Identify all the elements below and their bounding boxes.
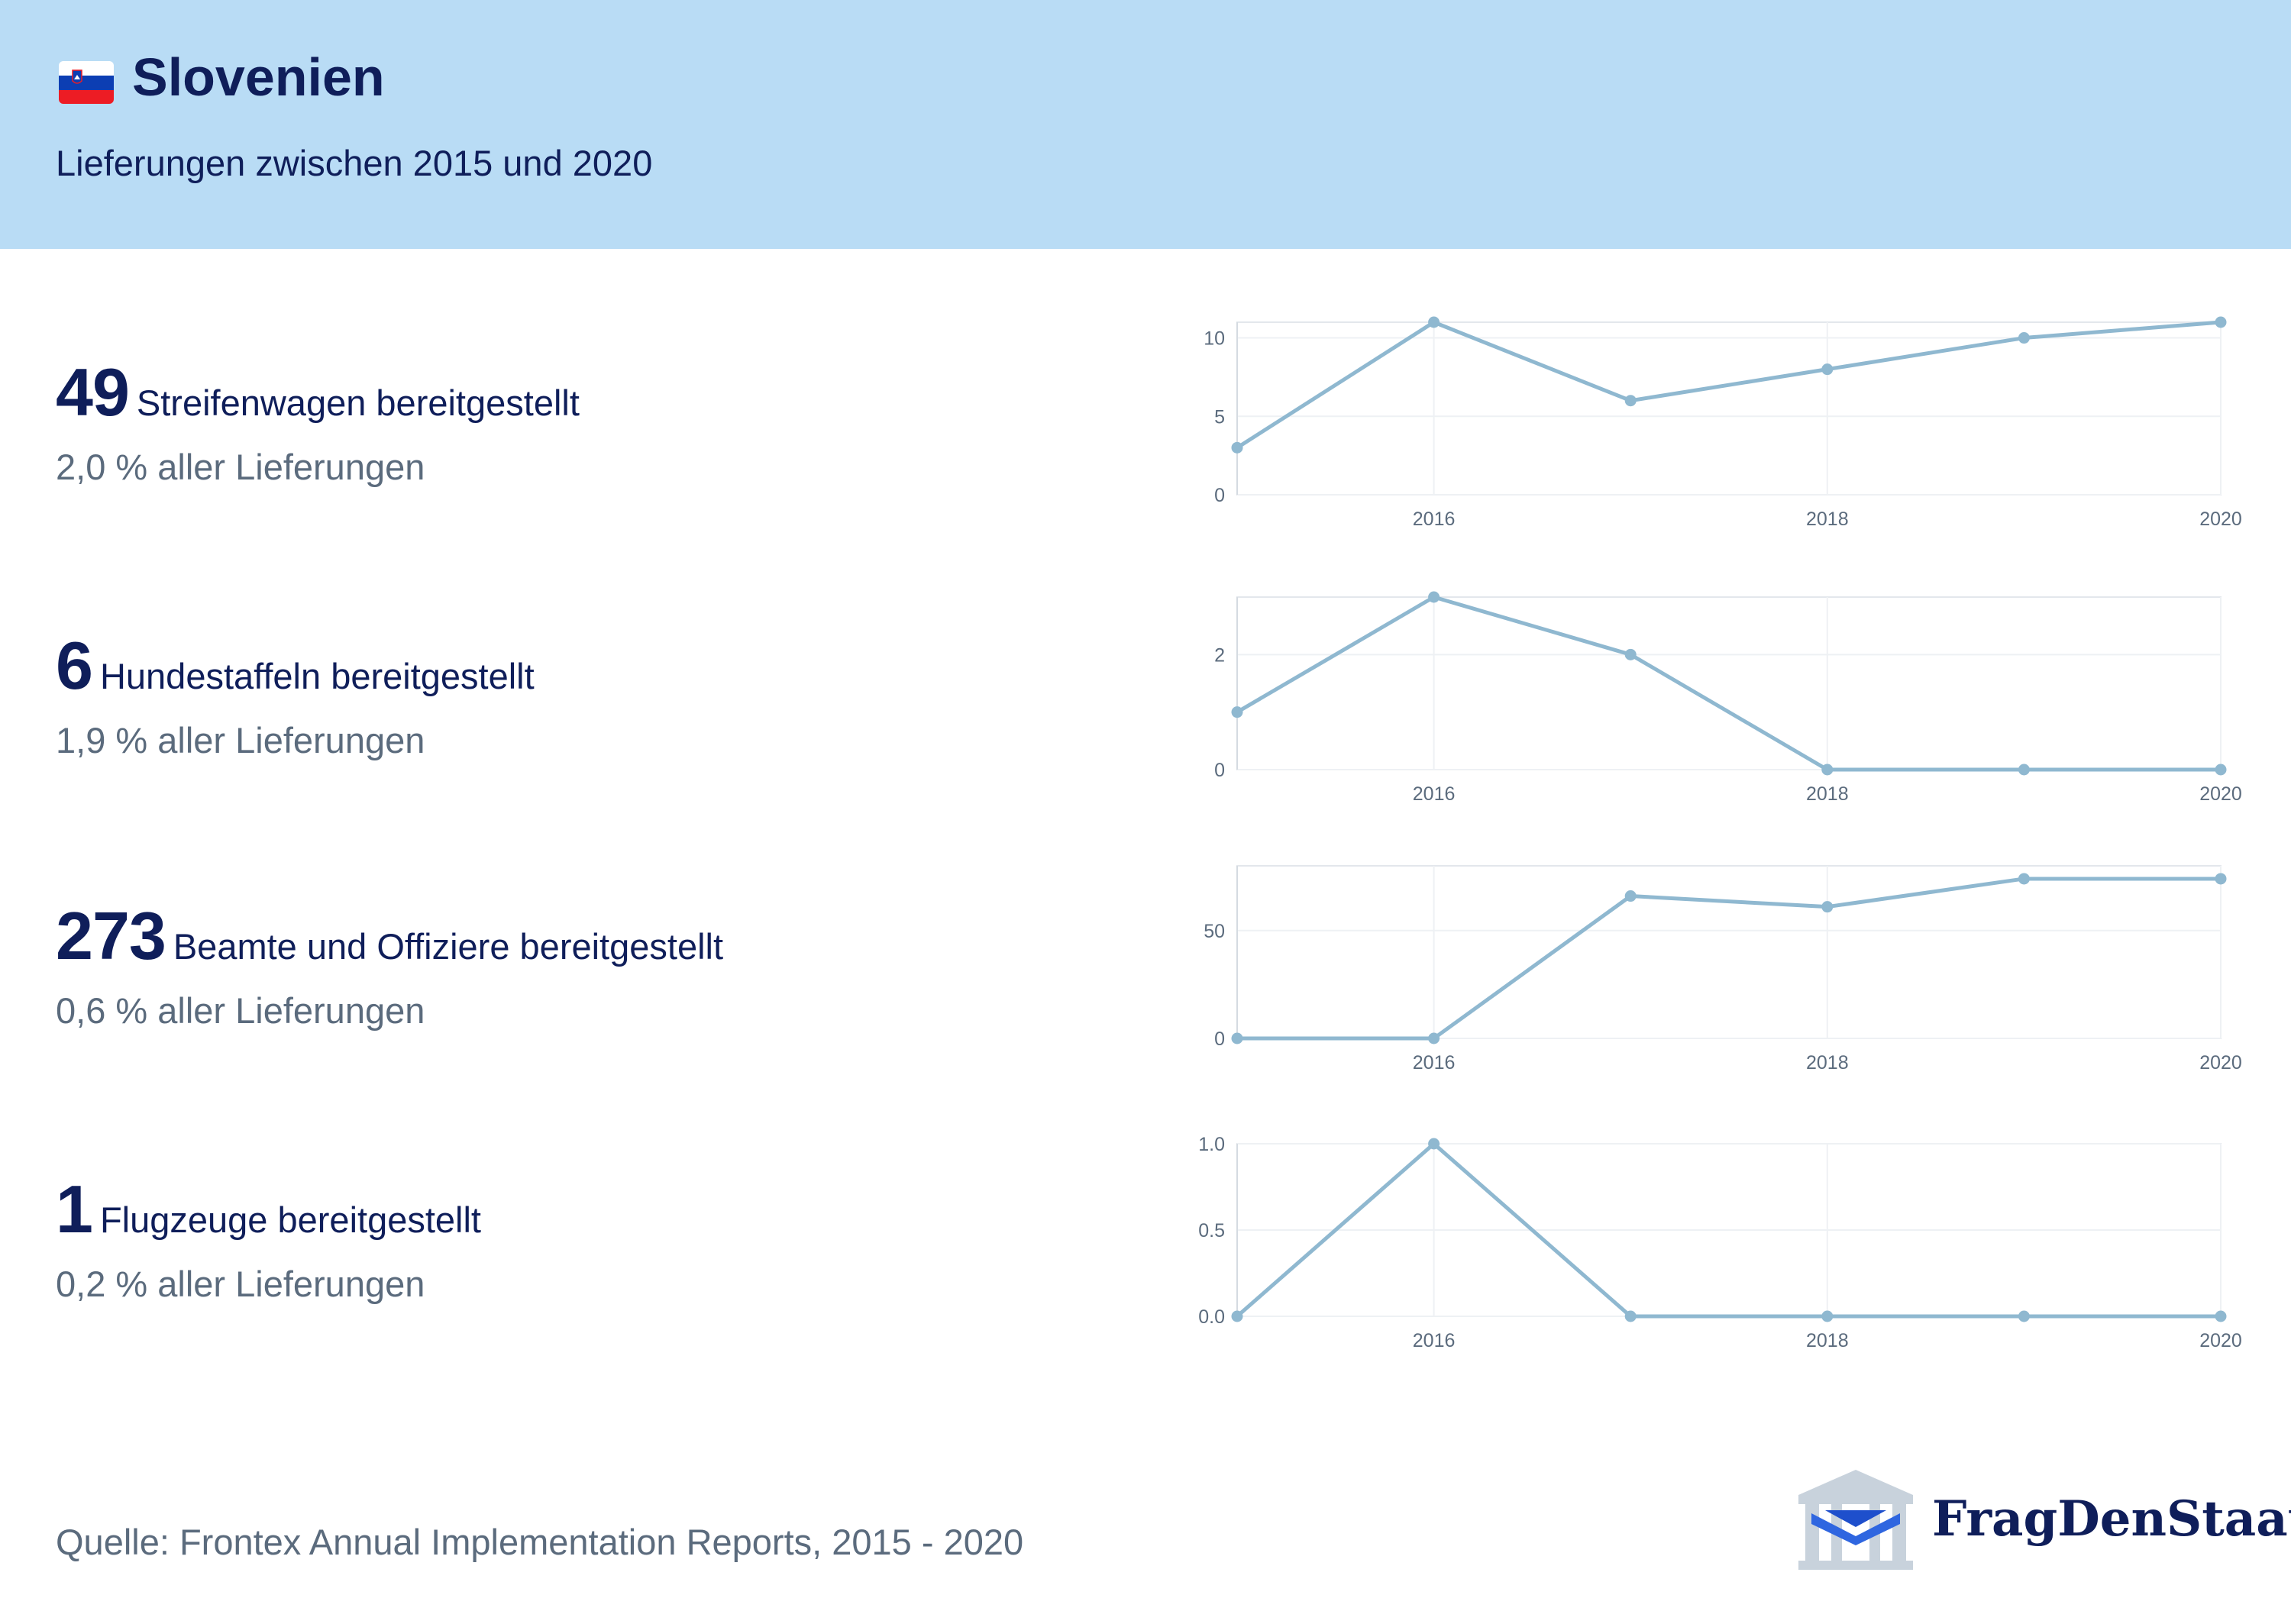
data-point bbox=[2018, 1310, 2030, 1322]
x-tick-label: 2016 bbox=[1413, 1330, 1456, 1351]
line-chart-aircraft: 2016 2018 2020 0.0 0.5 1.0 bbox=[1198, 1134, 2242, 1351]
x-tick-label: 2016 bbox=[1413, 783, 1456, 805]
line-chart-officers: 2016 2018 2020 0 50 bbox=[1204, 865, 2242, 1074]
y-tick-label: 50 bbox=[1204, 921, 1225, 942]
stat-number: 49 bbox=[56, 354, 130, 430]
stat-label: Flugzeuge bereitgestellt bbox=[99, 1199, 481, 1240]
data-point bbox=[2215, 1310, 2227, 1322]
data-point bbox=[2215, 764, 2227, 776]
line-chart-dog-teams: 2016 2018 2020 0 2 bbox=[1214, 591, 2242, 805]
data-point bbox=[2018, 764, 2030, 776]
stat-label: Hundestaffeln bereitgestellt bbox=[99, 656, 535, 696]
y-tick-label: 0 bbox=[1214, 1028, 1225, 1050]
stat-number: 1 bbox=[56, 1171, 93, 1247]
chart-dog-teams: 2016 2018 2020 0 2 bbox=[1176, 580, 2245, 832]
fragdenstaat-logo: FragDenStaat bbox=[1795, 1466, 2291, 1573]
source-note: Quelle: Frontex Annual Implementation Re… bbox=[56, 1522, 1024, 1562]
x-tick-label: 2020 bbox=[2199, 783, 2242, 805]
line-chart-patrol-cars: 2016 2018 2020 0 5 10 bbox=[1204, 316, 2242, 530]
x-tick-label: 2018 bbox=[1806, 1052, 1849, 1074]
y-tick-label: 0.5 bbox=[1198, 1220, 1225, 1241]
stat-share: 2,0 % aller Lieferungen bbox=[56, 447, 425, 487]
plot-frame bbox=[1236, 596, 2222, 770]
stat-label: Streifenwagen bereitgestellt bbox=[136, 383, 580, 423]
series-line bbox=[1236, 595, 2221, 772]
page-subtitle: Lieferungen zwischen 2015 und 2020 bbox=[56, 143, 653, 183]
y-tick-label: 2 bbox=[1214, 644, 1225, 666]
data-point bbox=[2018, 332, 2030, 344]
data-point bbox=[1821, 764, 1834, 776]
data-point bbox=[1624, 890, 1637, 902]
logo-text: FragDenStaat bbox=[1932, 1490, 2291, 1548]
x-tick-label: 2020 bbox=[2199, 1330, 2242, 1351]
data-point bbox=[1624, 395, 1637, 407]
data-point bbox=[1428, 316, 1440, 328]
x-tick-label: 2018 bbox=[1806, 783, 1849, 805]
series-line bbox=[1237, 877, 2221, 1041]
data-point bbox=[1821, 901, 1834, 913]
x-tick-label: 2018 bbox=[1806, 509, 1849, 530]
y-tick-label: 1.0 bbox=[1198, 1134, 1225, 1155]
slovenia-flag-icon bbox=[59, 61, 114, 104]
stat-label: Beamte und Offiziere bereitgestellt bbox=[173, 926, 724, 967]
stat-number: 6 bbox=[56, 628, 93, 703]
stat-share: 0,6 % aller Lieferungen bbox=[56, 990, 425, 1031]
x-tick-label: 2016 bbox=[1413, 1052, 1456, 1074]
data-point bbox=[1231, 441, 1243, 454]
stat-block-aircraft: 1 Flugzeuge bereitgestellt 0,2 % aller Li… bbox=[56, 1176, 481, 1304]
stat-share: 0,2 % aller Lieferungen bbox=[56, 1264, 425, 1304]
data-point bbox=[1428, 591, 1440, 603]
y-tick-label: 10 bbox=[1204, 328, 1225, 350]
data-point bbox=[2215, 873, 2227, 885]
data-point bbox=[1231, 1310, 1243, 1322]
stat-block-dog-teams: 6 Hundestaffeln bereitgestellt 1,9 % alle… bbox=[56, 632, 535, 760]
stat-number: 273 bbox=[56, 898, 166, 973]
x-tick-label: 2020 bbox=[2199, 1052, 2242, 1074]
data-point bbox=[1624, 648, 1637, 660]
stat-block-patrol-cars: 49 Streifenwagen bereitgestellt 2,0 % all… bbox=[56, 359, 580, 487]
stat-share: 1,9 % aller Lieferungen bbox=[56, 720, 425, 760]
header-banner: Slovenien Lieferungen zwischen 2015 und … bbox=[0, 0, 2291, 249]
series-line bbox=[1236, 320, 2222, 450]
data-point bbox=[1231, 1032, 1243, 1044]
data-point bbox=[2215, 316, 2227, 328]
y-tick-label: 0.0 bbox=[1198, 1306, 1225, 1328]
y-tick-label: 5 bbox=[1214, 406, 1225, 428]
y-tick-label: 0 bbox=[1214, 760, 1225, 781]
series-line bbox=[1236, 1141, 2221, 1319]
chart-patrol-cars: 2016 2018 2020 0 5 10 bbox=[1176, 305, 2245, 557]
x-tick-label: 2020 bbox=[2199, 509, 2242, 530]
page-title: Slovenien bbox=[132, 47, 385, 107]
x-tick-label: 2018 bbox=[1806, 1330, 1849, 1351]
plot-frame bbox=[1236, 321, 2222, 496]
plot-frame bbox=[1236, 865, 2222, 1039]
data-point bbox=[1231, 706, 1243, 718]
y-tick-label: 0 bbox=[1214, 485, 1225, 506]
stat-block-officers: 273 Beamte und Offiziere bereitgestellt 0… bbox=[56, 902, 724, 1031]
data-point bbox=[1428, 1032, 1440, 1044]
data-point bbox=[1624, 1310, 1637, 1322]
data-point bbox=[1821, 363, 1834, 376]
x-tick-label: 2016 bbox=[1413, 509, 1456, 530]
building-icon bbox=[1798, 1470, 1913, 1570]
chart-aircraft: 2016 2018 2020 0.0 0.5 1.0 bbox=[1176, 1127, 2245, 1379]
data-point bbox=[2018, 873, 2030, 885]
data-point bbox=[1428, 1138, 1440, 1150]
data-point bbox=[1821, 1310, 1834, 1322]
chart-officers: 2016 2018 2020 0 50 bbox=[1176, 849, 2245, 1101]
